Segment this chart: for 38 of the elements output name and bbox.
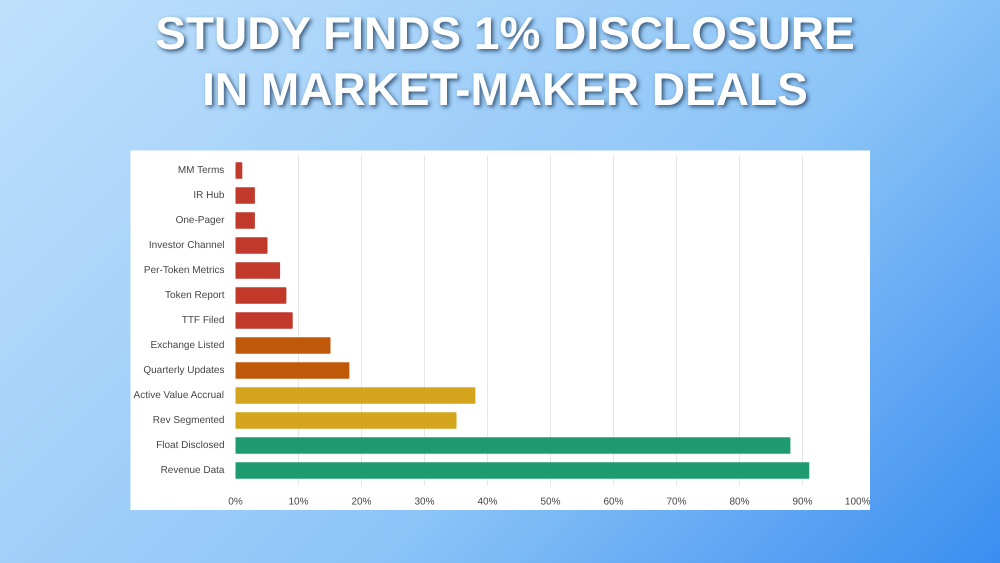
x-tick-label: 50% [540,496,561,508]
x-tick-label: 0% [228,496,243,508]
bar [236,412,456,429]
y-tick-label: One-Pager [176,215,226,226]
bar [236,162,242,179]
bar [236,437,790,454]
x-tick-label: 80% [729,496,750,508]
y-tick-label: MM Terms [178,165,224,176]
bar [236,387,476,404]
bar [236,362,350,379]
y-tick-label: Exchange Listed [150,340,225,351]
bar [236,312,293,329]
x-tick-label: 30% [414,496,435,508]
x-tick-label: 70% [666,496,687,508]
bar [236,337,330,354]
bar [236,262,280,279]
y-tick-label: Active Value Accrual [134,390,224,401]
bar [236,237,268,254]
y-tick-label: IR Hub [193,190,225,201]
bar [236,287,286,304]
y-tick-label: Quarterly Updates [143,365,225,376]
y-tick-label: Revenue Data [160,465,225,476]
y-tick-label: Investor Channel [148,240,225,251]
y-tick-label: TTF Filed [182,315,225,326]
bar [236,187,255,204]
x-tick-label: 10% [288,496,309,508]
y-tick-label: Per-Token Metrics [144,265,224,276]
bar [236,212,255,229]
bar [236,462,810,479]
y-tick-label: Rev Segmented [152,415,225,426]
chart-title: STUDY FINDS 1% DISCLOSURE IN MARKET-MAKER DEALS [155,6,855,117]
x-tick-label: 90% [792,496,813,508]
x-tick-label: 100% [844,496,871,508]
y-tick-label: Float Disclosed [156,440,224,451]
x-tick-label: 40% [477,496,498,508]
x-tick-label: 60% [603,496,624,508]
x-tick-label: 20% [351,496,372,508]
y-tick-label: Token Report [165,290,225,301]
